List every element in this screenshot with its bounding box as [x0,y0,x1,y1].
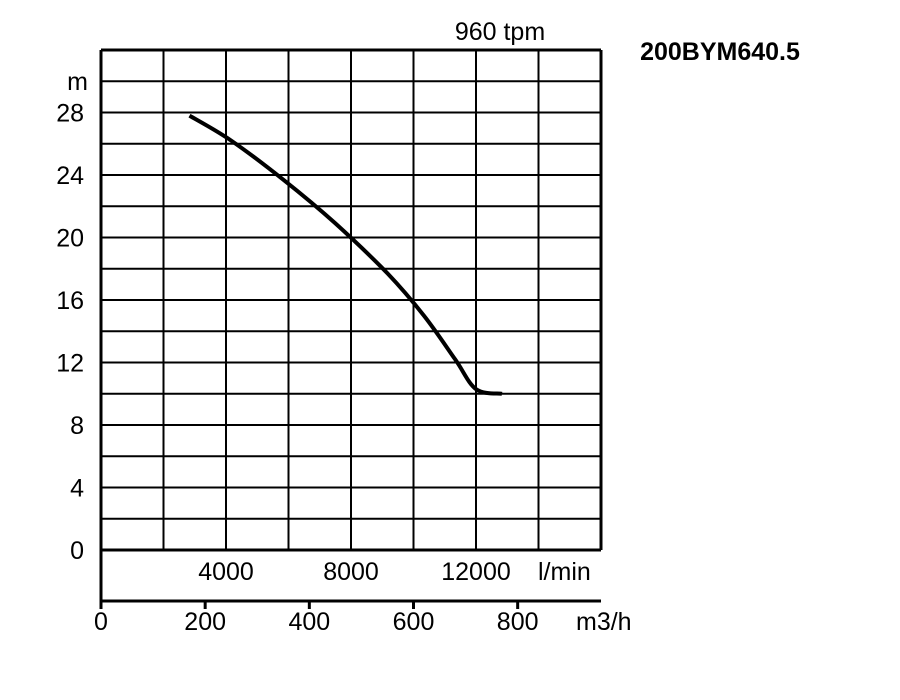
chart-title: 200BYM640.5 [640,38,800,66]
y-tick-label: 0 [70,537,84,565]
x-tick-labels-m3h: 0 200 400 600 800 [94,601,539,636]
x-tick-label-m3h: 0 [94,608,108,636]
y-tick-label: 24 [56,162,84,190]
x-tick-label-lmin: 8000 [323,558,379,586]
x-tick-label-lmin: 12000 [441,558,511,586]
x-axis-unit-lmin: l/min [538,558,591,586]
x-tick-label-lmin: 4000 [198,558,254,586]
y-tick-label: 8 [70,412,84,440]
performance-curve [188,113,503,396]
x-axis-unit-m3h: m3/h [576,608,632,636]
x-tick-label-m3h: 400 [288,608,330,636]
y-tick-label: 4 [70,475,84,503]
x-tick-label-m3h: 200 [184,608,226,636]
y-tick-label: 12 [56,350,84,378]
x-tick-label-m3h: 800 [497,608,539,636]
y-tick-label: 16 [56,287,84,315]
y-tick-label: 20 [56,225,84,253]
y-tick-label: 28 [56,100,84,128]
chart-subtitle: 960 tpm [455,18,545,46]
grid [101,50,601,550]
y-axis-label: m [67,68,88,96]
y-tick-labels: 0 4 8 12 16 20 24 28 [56,100,84,566]
x-tick-label-m3h: 600 [393,608,435,636]
x-tick-labels-lmin: 4000 8000 12000 [198,558,511,586]
